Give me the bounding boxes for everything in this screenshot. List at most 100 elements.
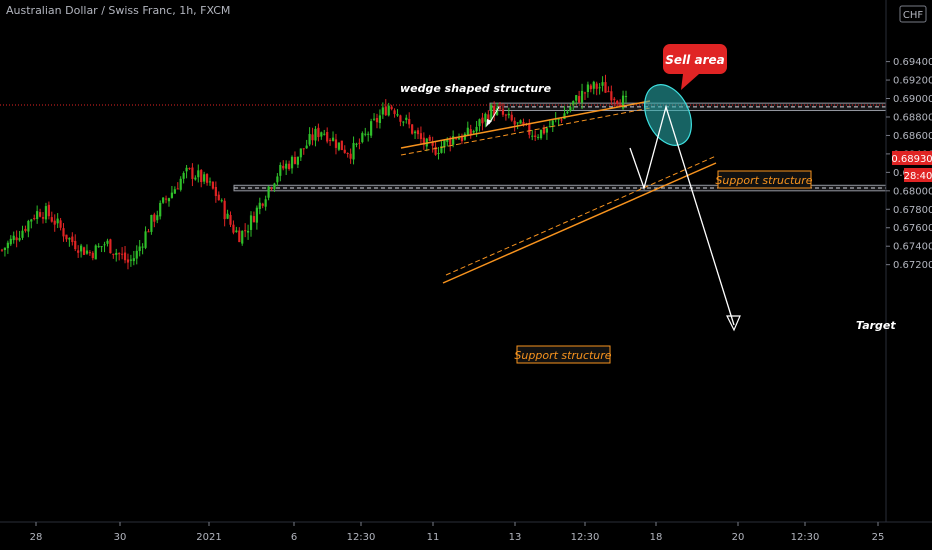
candle-body [147, 231, 150, 233]
y-tick-label: 0.68800 [893, 112, 932, 123]
candle [185, 164, 188, 179]
candle [484, 112, 487, 128]
candle [249, 211, 253, 237]
candle-body [419, 133, 423, 140]
candle-body [589, 85, 592, 90]
candle-body [162, 197, 165, 203]
candle [285, 160, 288, 176]
candle [276, 173, 279, 187]
candle-body [452, 136, 455, 145]
candle [413, 130, 417, 139]
candle [299, 148, 302, 161]
candle [123, 246, 127, 264]
candle-body [624, 96, 628, 98]
candle-body [238, 230, 241, 243]
candle [548, 119, 551, 128]
candle [62, 223, 65, 242]
projection-arrowhead [726, 315, 741, 332]
candle-body [598, 87, 601, 89]
candle-body [522, 122, 525, 125]
candle-body [548, 126, 551, 128]
candle [156, 210, 159, 224]
candle [91, 251, 94, 261]
candle-body [138, 246, 141, 252]
candle-body [329, 139, 332, 141]
candle [326, 127, 329, 144]
candle [255, 205, 258, 230]
y-tick-label: 0.67400 [893, 242, 932, 253]
candle-body [490, 105, 493, 121]
candle [21, 225, 24, 240]
candle-body [255, 207, 258, 223]
candle-body [226, 213, 229, 219]
wedge-label: wedge shaped structure [400, 82, 552, 95]
candle [150, 214, 153, 235]
candle [82, 246, 86, 256]
candle [126, 253, 130, 270]
candle [616, 99, 619, 108]
candle [109, 238, 112, 254]
candle-body [197, 170, 200, 178]
candle [361, 131, 364, 144]
candle [106, 238, 109, 247]
candle-body [493, 106, 496, 116]
candle-body [578, 96, 581, 103]
candle-body [167, 198, 171, 202]
currency-badge[interactable]: CHF [899, 5, 927, 23]
candle [94, 244, 97, 260]
candle [270, 186, 273, 191]
countdown-text: 28:40 [904, 171, 932, 182]
wedge-lower-line [442, 162, 717, 284]
candle-body [214, 187, 217, 197]
candle-body [364, 133, 367, 135]
candle-body [563, 113, 566, 120]
candle-body [241, 230, 244, 244]
candle-body [244, 230, 247, 232]
candle [164, 195, 168, 204]
x-tick-label: 2021 [196, 532, 221, 543]
candle [416, 127, 420, 139]
candle [115, 248, 118, 262]
candle-body [370, 121, 373, 136]
candle-body [334, 139, 338, 148]
candle-body [519, 120, 522, 124]
candle [355, 142, 358, 148]
candle-body [320, 132, 323, 137]
candle [0, 248, 4, 252]
candle-body [534, 135, 537, 138]
candle-body [542, 128, 546, 134]
candle-body [191, 167, 194, 179]
candle-body [118, 253, 121, 255]
candle [498, 102, 502, 112]
candle-body [79, 245, 83, 252]
candle [604, 74, 607, 93]
candle-body [282, 165, 285, 169]
y-tick-label: 0.69000 [893, 94, 932, 105]
candle-body [150, 214, 153, 232]
candle [112, 253, 115, 259]
candle [387, 102, 390, 117]
candle [33, 214, 36, 221]
y-tick-label: 0.67600 [893, 223, 932, 234]
candle-body [126, 259, 130, 263]
candle [311, 127, 314, 146]
candle-body [77, 250, 80, 253]
candle-body [378, 115, 382, 123]
candle-body [408, 119, 411, 125]
candle [592, 80, 595, 95]
candle [583, 91, 587, 101]
candle-body [440, 146, 443, 153]
candle-body [223, 200, 226, 220]
candle [205, 173, 209, 186]
candle [15, 230, 18, 248]
candle-body [583, 92, 587, 94]
candle-body [478, 119, 481, 127]
candle [364, 127, 367, 137]
candle-body [132, 258, 135, 262]
candle [390, 104, 393, 111]
candle [528, 119, 531, 139]
candle-body [616, 100, 619, 104]
x-tick-label: 11 [427, 532, 440, 543]
